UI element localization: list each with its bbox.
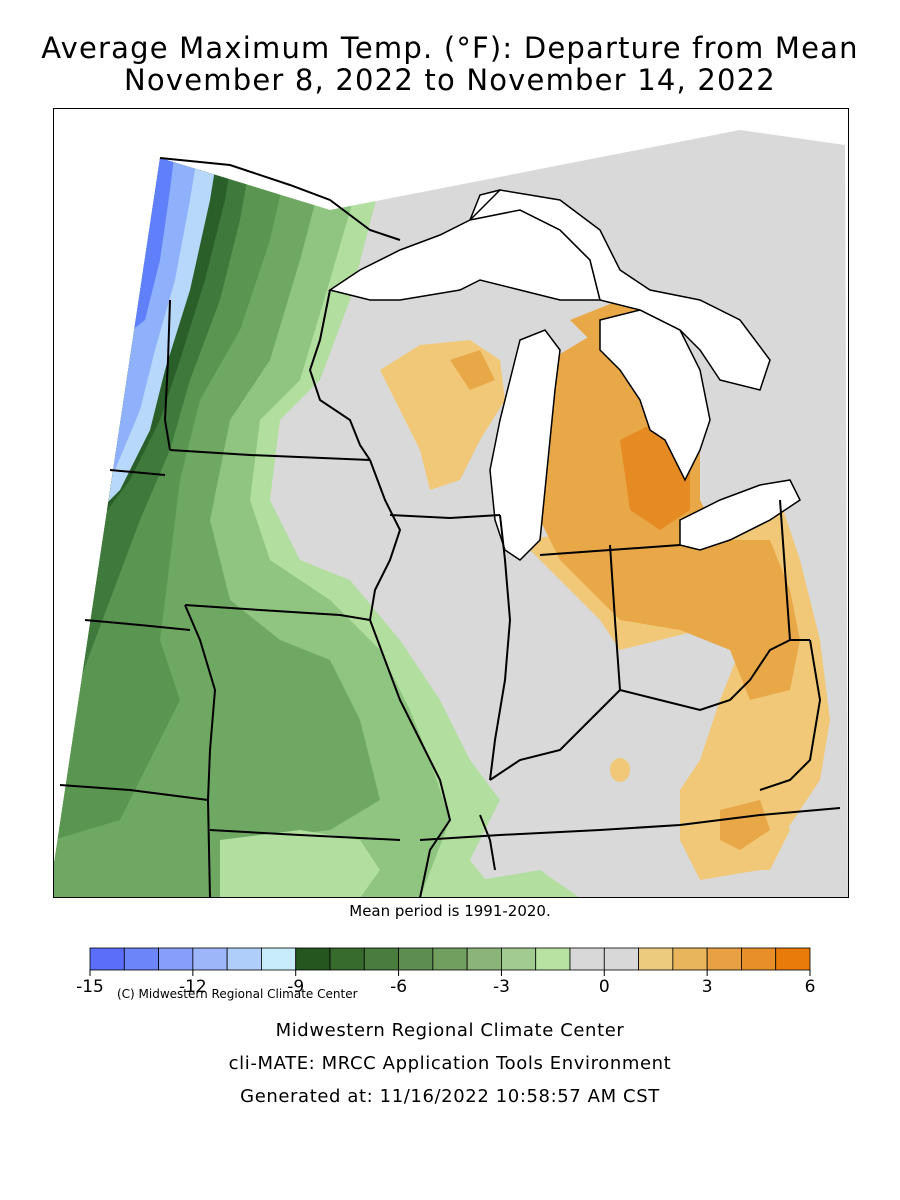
mo-ks-upper	[184, 604, 217, 801]
legend-tick-label: 0	[599, 977, 610, 997]
legend-bin	[226, 947, 262, 971]
south-pale-green-patch	[470, 870, 580, 898]
canada-upper-region	[467, 189, 771, 391]
legend-bin	[741, 947, 777, 971]
legend-bin	[192, 947, 228, 971]
mn-wi-border	[308, 289, 371, 461]
map-credit: (C) Midwestern Regional Climate Center	[113, 986, 362, 1002]
legend-tick-label: -3	[493, 977, 510, 997]
legend-bin	[432, 947, 468, 971]
mn-nd-border	[163, 299, 171, 451]
footer-generated: Generated at: 11/16/2022 10:58:57 AM CST	[240, 1086, 660, 1107]
legend-bin	[363, 947, 399, 971]
mo-ar-border	[209, 829, 401, 841]
map-area: (C) Midwestern Regional Climate Center	[53, 108, 849, 1002]
ne-ks-border	[59, 784, 209, 801]
ks-mo-border	[207, 799, 211, 898]
legend-ticks: -15 -12 -9 -6 -3 0 3 6	[76, 970, 815, 997]
legend-bin	[123, 947, 159, 971]
legend-bin	[535, 947, 571, 971]
legend-bin	[775, 947, 811, 971]
legend-bin	[603, 947, 639, 971]
in-oh-border	[609, 544, 621, 691]
legend-tick-label: 6	[805, 977, 816, 997]
state-borders	[59, 157, 841, 898]
wi-orange-patch	[450, 350, 495, 390]
ky-deep-patch	[720, 800, 770, 850]
legend-bin	[706, 947, 742, 971]
map-date-range: November 8, 2022 to November 14, 2022	[124, 63, 776, 97]
map-title: Average Maximum Temp. (°F): Departure fr…	[41, 31, 859, 65]
ia-mo-border	[184, 604, 371, 621]
footer-org: Midwestern Regional Climate Center	[275, 1020, 625, 1041]
il-in-border	[489, 514, 512, 781]
mississippi-river	[368, 459, 452, 898]
sw-light-green-patch	[220, 830, 380, 898]
legend-tick-label: -12	[179, 977, 207, 997]
nd-sd-border	[109, 469, 166, 476]
legend-bin	[329, 947, 365, 971]
legend-bin	[466, 947, 502, 971]
mi-in-border	[539, 544, 681, 556]
legend-tick-label: -15	[76, 977, 104, 997]
legend-bins	[89, 947, 811, 971]
legend-bin	[672, 947, 708, 971]
wi-il-border	[389, 514, 501, 520]
legend-tick-label: -6	[390, 977, 407, 997]
oh-pa-border	[779, 499, 810, 641]
legend-bin	[261, 947, 297, 971]
ky-small-patch	[610, 758, 630, 782]
legend-bin	[638, 947, 674, 971]
color-legend: -15 -12 -9 -6 -3 0 3 6	[76, 947, 815, 997]
temperature-departure-map	[53, 108, 849, 898]
legend-bin	[501, 947, 537, 971]
legend-tick-label: 3	[702, 977, 713, 997]
legend-tick-label: -9	[287, 977, 304, 997]
sd-ne-border	[84, 619, 191, 631]
lake-erie	[679, 479, 801, 551]
legend-bin	[295, 947, 331, 971]
ohio-river	[489, 639, 791, 781]
footer-app: cli-MATE: MRCC Application Tools Environ…	[228, 1053, 672, 1074]
legend-bin	[158, 947, 194, 971]
legend-bin	[89, 947, 125, 971]
lake-michigan	[489, 329, 561, 561]
great-lakes	[328, 189, 801, 561]
mn-canada-border	[159, 157, 401, 241]
wv-va-border	[759, 639, 822, 791]
legend-bin	[398, 947, 434, 971]
legend-bin	[569, 947, 605, 971]
mn-ia-border	[169, 449, 371, 461]
il-ky-border	[479, 814, 496, 871]
mean-period-note: Mean period is 1991-2020.	[349, 902, 551, 920]
ky-tn-border	[419, 807, 841, 841]
